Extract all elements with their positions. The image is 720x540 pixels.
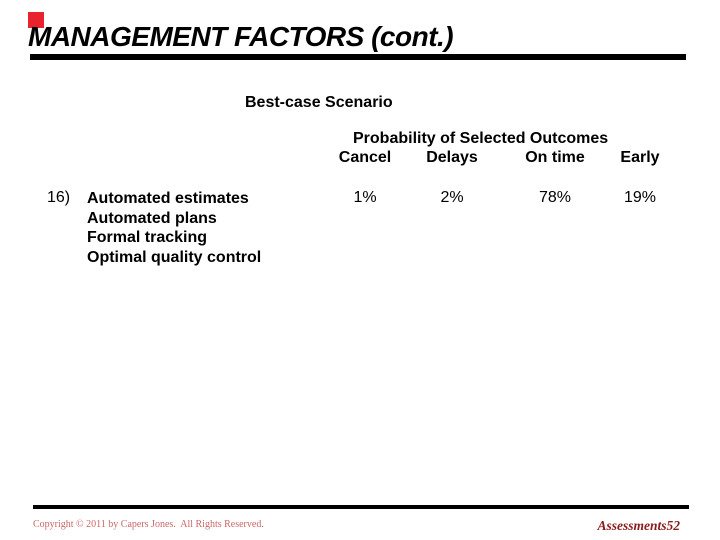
copyright-notice: Copyright © 2011 by Capers Jones. All Ri… <box>33 519 264 530</box>
probability-early: 19% <box>623 189 657 206</box>
factor-list: Automated estimates Automated plans Form… <box>87 189 261 267</box>
col-header-on-time: On time <box>525 149 585 166</box>
col-header-cancel: Cancel <box>338 149 392 166</box>
page-label: Assessments52 <box>597 518 680 533</box>
outcomes-table-heading: Probability of Selected Outcomes <box>353 130 609 147</box>
factor-item: Optimal quality control <box>87 248 262 266</box>
title-divider-rule <box>30 54 686 60</box>
scenario-heading: Best-case Scenario <box>245 94 393 111</box>
probability-delays: 2% <box>440 189 464 206</box>
factor-item: Formal tracking <box>87 229 208 246</box>
factor-item: Automated estimates <box>87 190 249 207</box>
factor-item: Automated plans <box>87 209 217 227</box>
col-header-delays: Delays <box>426 149 478 166</box>
col-header-early: Early <box>620 149 660 166</box>
red-accent-square <box>28 12 44 28</box>
probability-cancel: 1% <box>353 189 377 206</box>
entry-number: 16) <box>47 189 71 206</box>
slide-title: MANAGEMENT FACTORS (cont.) <box>28 21 454 52</box>
footer-divider-rule <box>33 505 689 509</box>
probability-on-time: 78% <box>538 189 572 206</box>
